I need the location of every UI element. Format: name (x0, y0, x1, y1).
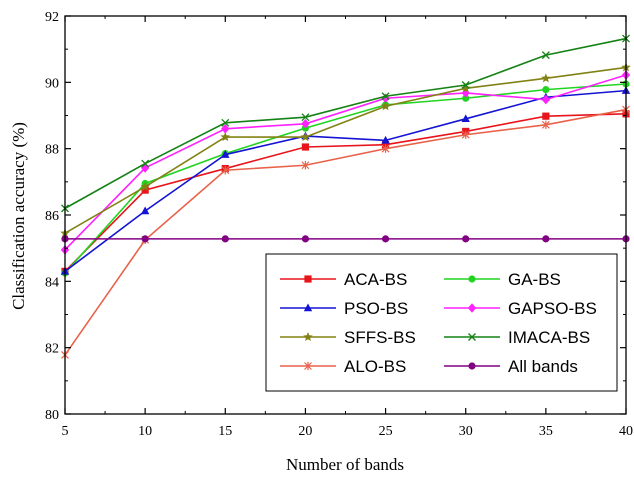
legend-item: GA-BS (444, 270, 561, 289)
y-tick-label: 80 (45, 408, 59, 423)
legend-item: ACA-BS (280, 270, 407, 289)
data-point (301, 235, 310, 243)
legend-marker (303, 332, 313, 342)
legend-marker (468, 333, 476, 341)
legend-label: ALO-BS (344, 357, 406, 376)
legend-label: PSO-BS (344, 299, 408, 318)
x-axis-title: Number of bands (286, 455, 404, 474)
legend-box (265, 253, 618, 392)
y-tick-label: 92 (45, 10, 59, 25)
legend: ACA-BS GA-BS PSO-BS GAPSO-BS SFFS-BS IMACA-BS… (265, 253, 618, 392)
legend-label: GA-BS (508, 270, 561, 289)
series-line (64, 89, 627, 273)
data-point (461, 81, 470, 89)
data-point (541, 73, 551, 83)
data-point (141, 235, 149, 243)
legend-item: All bands (444, 357, 578, 376)
data-point (542, 235, 550, 243)
y-tick-label: 88 (45, 143, 59, 158)
data-point (462, 94, 470, 102)
x-tick-label: 40 (619, 424, 633, 439)
data-point (381, 235, 390, 243)
data-point (380, 101, 391, 111)
legend-marker (468, 275, 476, 283)
data-point (141, 159, 150, 168)
legend-label: All bands (508, 357, 578, 376)
data-point (221, 118, 230, 127)
x-tick-label: 25 (379, 424, 393, 439)
x-tick-label: 35 (539, 424, 553, 439)
y-tick-label: 90 (45, 76, 59, 91)
data-point (541, 51, 550, 60)
y-tick-label: 84 (45, 275, 59, 290)
legend-marker (468, 362, 476, 370)
legend-marker (303, 303, 313, 312)
legend-label: GAPSO-BS (508, 299, 597, 318)
series-line (64, 74, 627, 251)
data-point (221, 150, 230, 158)
data-point (140, 163, 150, 173)
legend-item: SFFS-BS (280, 328, 416, 347)
legend-item: IMACA-BS (444, 328, 590, 347)
data-point (301, 113, 310, 122)
data-point (220, 132, 231, 142)
series-line (64, 113, 627, 272)
data-point (461, 114, 470, 123)
data-point (542, 86, 550, 94)
data-point (381, 92, 390, 101)
x-tick-label: 15 (218, 424, 232, 439)
data-point (221, 166, 230, 175)
legend-item: GAPSO-BS (444, 299, 597, 318)
legend-item: PSO-BS (280, 299, 408, 318)
data-point (541, 120, 550, 129)
legend-label: IMACA-BS (508, 328, 590, 347)
data-point (140, 206, 150, 215)
legend-item: ALO-BS (280, 357, 406, 376)
series-line (64, 108, 627, 356)
x-tick-label: 5 (62, 424, 69, 439)
data-point (221, 235, 229, 243)
legend-label: ACA-BS (344, 270, 407, 289)
legend-marker (467, 303, 477, 313)
data-point (381, 144, 390, 153)
data-point (221, 123, 230, 134)
data-point (301, 118, 310, 129)
data-point (461, 130, 470, 139)
axes: 5 10 15 20 25 30 35 40 80 82 84 86 88 90 92 (45, 10, 633, 439)
x-tick-label: 30 (459, 424, 473, 439)
data-point (542, 112, 550, 120)
data-point (140, 181, 150, 191)
data-point (462, 235, 470, 243)
y-tick-label: 82 (45, 342, 59, 357)
series-all-bands (61, 235, 630, 243)
data-point (300, 132, 311, 142)
data-point (460, 83, 471, 93)
data-point (541, 94, 551, 105)
data-point (301, 143, 310, 151)
series-layer (60, 34, 631, 360)
x-tick-label: 10 (138, 424, 152, 439)
legend-label: SFFS-BS (344, 328, 416, 347)
legend-marker (304, 275, 312, 283)
data-point (381, 135, 390, 144)
x-tick-label: 20 (298, 424, 312, 439)
legend-marker (304, 361, 312, 371)
series-line (64, 66, 627, 234)
data-point (141, 186, 149, 194)
y-tick-label: 86 (45, 209, 59, 224)
data-point (301, 161, 310, 170)
y-axis-title: Classification accuracy (%) (9, 122, 28, 310)
series-line (64, 37, 627, 210)
